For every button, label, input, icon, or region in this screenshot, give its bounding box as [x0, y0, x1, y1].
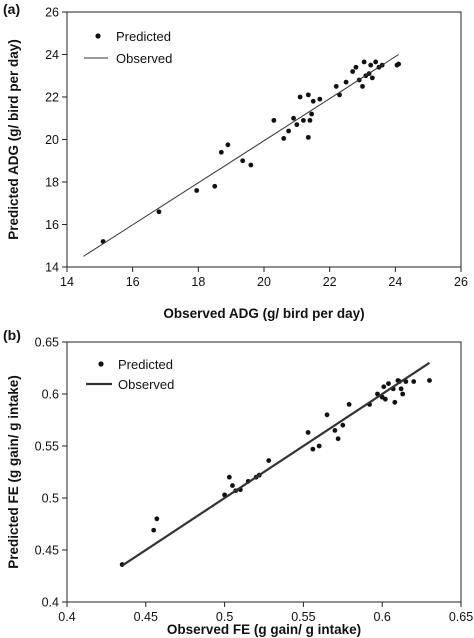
predicted-point [411, 379, 417, 384]
predicted-point [156, 209, 162, 215]
predicted-point [373, 59, 379, 65]
predicted-point [305, 430, 311, 435]
predicted-point [353, 64, 359, 70]
observed-line [83, 54, 399, 257]
predicted-point [382, 396, 388, 402]
predicted-point [225, 142, 231, 148]
predicted-point [212, 183, 218, 189]
predicted-point [301, 117, 306, 123]
observed-line [121, 361, 431, 567]
predicted-point [240, 158, 246, 164]
legend-predicted-marker [95, 33, 101, 39]
x-tick-label: 20 [257, 275, 271, 289]
x-tick-label: 0.6 [374, 610, 391, 624]
predicted-point [316, 443, 322, 449]
y-tick-label: 0.55 [35, 440, 59, 454]
legend-predicted-marker [98, 361, 104, 367]
x-tick-label: 26 [454, 275, 468, 289]
predicted-point [332, 428, 338, 433]
y-tick-label: 22 [45, 91, 59, 105]
legend-observed-label: Observed [116, 51, 172, 66]
x-tick-label: 16 [126, 275, 140, 289]
panel-label: (b) [3, 327, 21, 343]
y-tick-label: 0.6 [42, 388, 59, 402]
x-tick-label: 0.65 [449, 610, 473, 624]
predicted-point [340, 422, 346, 428]
predicted-point [281, 136, 287, 141]
predicted-point [305, 134, 311, 140]
predicted-point [427, 378, 432, 383]
legend: Predicted Observed [86, 357, 174, 392]
y-tick-label: 0.65 [35, 336, 59, 350]
predicted-point [194, 188, 200, 193]
predicted-point [400, 391, 406, 397]
x-tick-label: 0.55 [291, 610, 315, 624]
x-tick-label: 18 [191, 275, 205, 289]
predicted-point [360, 83, 365, 89]
predicted-point [218, 149, 224, 155]
x-tick-label: 24 [388, 275, 402, 289]
predicted-point [392, 399, 398, 405]
predicted-point [309, 111, 315, 117]
y-tick-label: 0.5 [42, 492, 59, 506]
predicted-point [291, 115, 296, 121]
predicted-point [324, 412, 330, 418]
predicted-point [368, 62, 374, 68]
y-tick-label: 26 [45, 6, 59, 20]
x-axis-title: Observed FE (g gain/ g intake) [167, 622, 361, 637]
y-tick-label: 20 [45, 133, 59, 147]
predicted-point [226, 474, 232, 480]
predicted-point [151, 527, 157, 533]
predicted-point [286, 128, 292, 134]
y-axis-title: Predicted ADG (g/ bird per day) [6, 39, 21, 240]
y-tick-label: 16 [45, 218, 59, 232]
predicted-point [317, 96, 323, 102]
predicted-point [335, 436, 341, 442]
predicted-point [396, 61, 402, 67]
predicted-point [310, 98, 316, 104]
chart-panel-b: (b) 0.4 0.45 0.5 0.55 0.6 0.65 0.4 0.45 0.5 0.55 0.… [3, 327, 473, 637]
y-axis-title: Predicted FE (g gain/ g intake) [6, 375, 21, 569]
x-tick-label: 0.5 [216, 610, 233, 624]
x-tick-label: 0.45 [134, 610, 158, 624]
predicted-point [398, 386, 404, 392]
predicted-point [307, 117, 313, 123]
y-tick-label: 14 [45, 261, 59, 275]
predicted-point [346, 402, 352, 407]
plot-frame [66, 341, 462, 603]
predicted-point [386, 381, 391, 386]
predicted-point [294, 122, 300, 128]
chart-panel-a: (a) 14 16 18 20 22 24 26 14 16 18 20 22 24 26 Observed … [3, 1, 468, 321]
y-tick-label: 0.45 [35, 544, 59, 558]
predicted-point [266, 458, 272, 463]
predicted-point [305, 92, 311, 98]
x-axis-title: Observed ADG (g/ bird per day) [163, 306, 364, 321]
predicted-point [271, 117, 277, 123]
x-tick-label: 0.4 [58, 610, 75, 624]
x-tick-label: 22 [323, 275, 337, 289]
predicted-point [381, 384, 387, 390]
predicted-point [154, 516, 160, 522]
legend-observed-label: Observed [118, 377, 174, 392]
y-tick-label: 0.4 [42, 596, 59, 610]
predicted-point [297, 94, 303, 100]
predicted-point [248, 162, 254, 168]
panel-label: (a) [3, 1, 20, 17]
predicted-point [333, 83, 339, 89]
predicted-point [343, 79, 349, 85]
predicted-point [350, 69, 356, 74]
predicted-point [310, 446, 316, 452]
predicted-point [230, 483, 235, 488]
y-tick-label: 24 [45, 48, 59, 62]
legend: Predicted Observed [84, 29, 172, 66]
legend-predicted-label: Predicted [118, 357, 173, 372]
x-tick-label: 14 [60, 275, 74, 289]
y-tick-label: 18 [45, 176, 59, 190]
legend-predicted-label: Predicted [116, 29, 171, 44]
predicted-point [361, 59, 367, 65]
predicted-point [369, 75, 375, 81]
